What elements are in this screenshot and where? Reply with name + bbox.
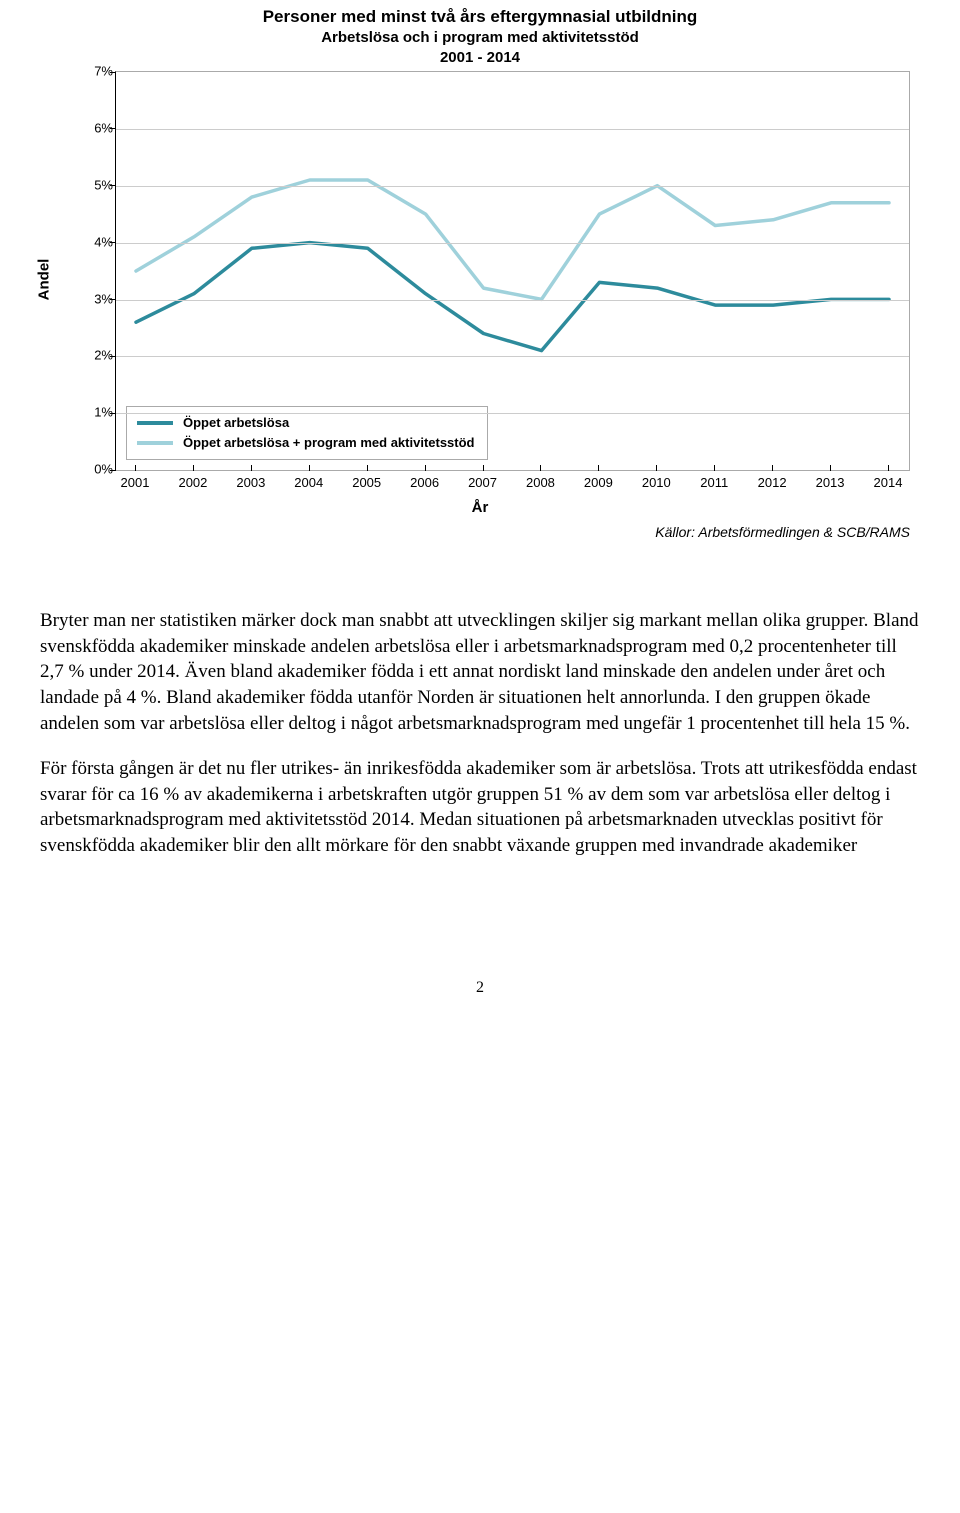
legend-label-2: Öppet arbetslösa + program med aktivitet… (183, 433, 475, 453)
gridline (116, 243, 909, 244)
xtick-label: 2008 (526, 475, 555, 490)
series-line (136, 243, 889, 351)
xtick-mark (251, 465, 252, 471)
page: Personer med minst två års eftergymnasia… (0, 0, 960, 1037)
xtick-label: 2012 (758, 475, 787, 490)
xtick-row: 2001 2002 2003 2004 2005 2006 2007 2008 2009 2010… (115, 471, 910, 493)
gridline (116, 186, 909, 187)
xtick-label: 2004 (294, 475, 323, 490)
xtick-mark (888, 465, 889, 471)
gridline (116, 300, 909, 301)
gridline (116, 356, 909, 357)
chart-source: Källor: Arbetsförmedlingen & SCB/RAMS (40, 524, 910, 540)
legend-row-2: Öppet arbetslösa + program med aktivitet… (137, 433, 475, 453)
xtick-mark (425, 465, 426, 471)
xtick-mark (483, 465, 484, 471)
xtick-mark (309, 465, 310, 471)
xtick-mark (135, 465, 136, 471)
page-number: 2 (40, 979, 920, 997)
xtick-label: 2005 (352, 475, 381, 490)
plot-area: Öppet arbetslösa Öppet arbetslösa + prog… (115, 71, 910, 471)
yaxis-label: Andel (36, 259, 53, 301)
xtick-mark (772, 465, 773, 471)
plot-and-yaxis: Andel 0%1%2%3%4%5%6%7% Öppet arbetslösa … (40, 71, 920, 471)
xtick-mark (367, 465, 368, 471)
ytick-mark (110, 72, 116, 73)
xtick-label: 2006 (410, 475, 439, 490)
xtick-mark (540, 465, 541, 471)
xtick-label: 2001 (121, 475, 150, 490)
legend-swatch-2 (137, 441, 173, 445)
xtick-label: 2011 (700, 475, 728, 490)
series-line (136, 180, 889, 299)
legend-swatch-1 (137, 421, 173, 425)
xtick-mark (830, 465, 831, 471)
chart-title-line1: Personer med minst två års eftergymnasia… (40, 6, 920, 28)
xtick-label: 2003 (236, 475, 265, 490)
xtick-mark (714, 465, 715, 471)
xtick-label: 2009 (584, 475, 613, 490)
xtick-mark (598, 465, 599, 471)
xtick-label: 2002 (178, 475, 207, 490)
xtick-label: 2014 (874, 475, 903, 490)
xaxis-label: År (40, 499, 920, 516)
body-text: Bryter man ner statistiken märker dock m… (40, 608, 920, 859)
gridline (116, 413, 909, 414)
xtick-mark (193, 465, 194, 471)
paragraph-2: För första gången är det nu fler utrikes… (40, 756, 920, 859)
chart-title-line2: Arbetslösa och i program med aktivitetss… (40, 28, 920, 48)
xtick-label: 2013 (816, 475, 845, 490)
chart-title-line3: 2001 - 2014 (40, 48, 920, 68)
xtick-label: 2010 (642, 475, 671, 490)
xtick-mark (656, 465, 657, 471)
ytick-labels: 0%1%2%3%4%5%6%7% (85, 71, 113, 471)
legend-row-1: Öppet arbetslösa (137, 413, 475, 433)
paragraph-1: Bryter man ner statistiken märker dock m… (40, 608, 920, 736)
unemployment-chart: Personer med minst två års eftergymnasia… (40, 6, 920, 566)
xtick-label: 2007 (468, 475, 497, 490)
gridline (116, 129, 909, 130)
legend-label-1: Öppet arbetslösa (183, 413, 289, 433)
